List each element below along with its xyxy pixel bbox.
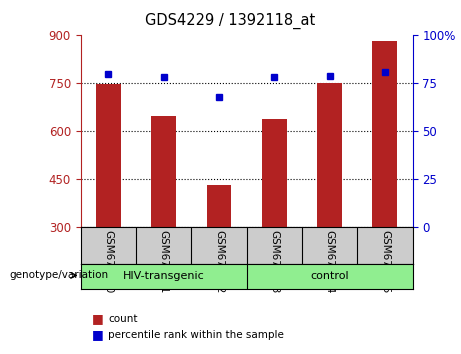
Text: HIV-transgenic: HIV-transgenic xyxy=(123,271,205,281)
Text: genotype/variation: genotype/variation xyxy=(9,270,108,280)
Text: GSM677390: GSM677390 xyxy=(103,229,113,293)
Text: GSM677392: GSM677392 xyxy=(214,229,224,293)
Text: GSM677395: GSM677395 xyxy=(380,229,390,293)
Text: control: control xyxy=(310,271,349,281)
Bar xyxy=(262,119,287,227)
Bar xyxy=(207,184,231,227)
Bar xyxy=(151,116,176,227)
Bar xyxy=(317,83,342,227)
Text: GDS4229 / 1392118_at: GDS4229 / 1392118_at xyxy=(145,12,316,29)
Text: GSM677394: GSM677394 xyxy=(325,229,335,293)
Text: GSM677393: GSM677393 xyxy=(269,229,279,293)
Text: count: count xyxy=(108,314,138,324)
Text: ■: ■ xyxy=(92,328,104,341)
Text: GSM677391: GSM677391 xyxy=(159,229,169,293)
Bar xyxy=(372,41,397,227)
Text: ■: ■ xyxy=(92,312,104,325)
Bar xyxy=(96,84,121,227)
Text: percentile rank within the sample: percentile rank within the sample xyxy=(108,330,284,339)
